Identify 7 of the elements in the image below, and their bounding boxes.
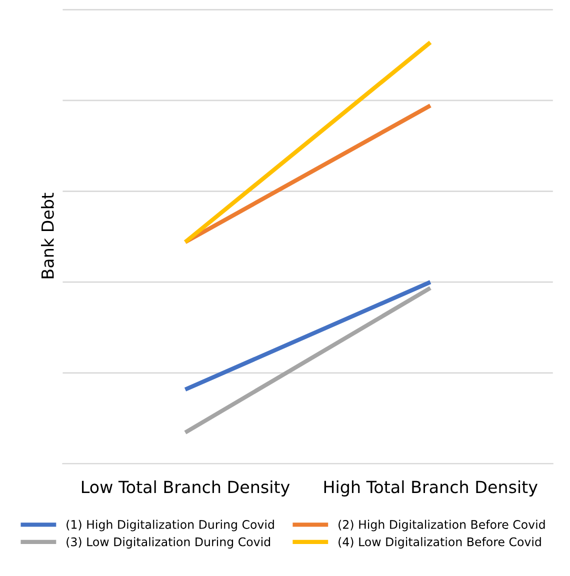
x-tick-label: Low Total Branch Density bbox=[82, 480, 290, 496]
x-tick-label: High Total Branch Density bbox=[324, 480, 538, 496]
y-axis-title: Bank Debt bbox=[41, 192, 54, 278]
legend-label: (3) Low Digitalization During Covid bbox=[66, 537, 270, 549]
legend-label: (2) High Digitalization Before Covid bbox=[338, 520, 545, 532]
legend-label: (1) High Digitalization During Covid bbox=[66, 520, 274, 532]
legend-label: (4) Low Digitalization Before Covid bbox=[338, 537, 541, 549]
